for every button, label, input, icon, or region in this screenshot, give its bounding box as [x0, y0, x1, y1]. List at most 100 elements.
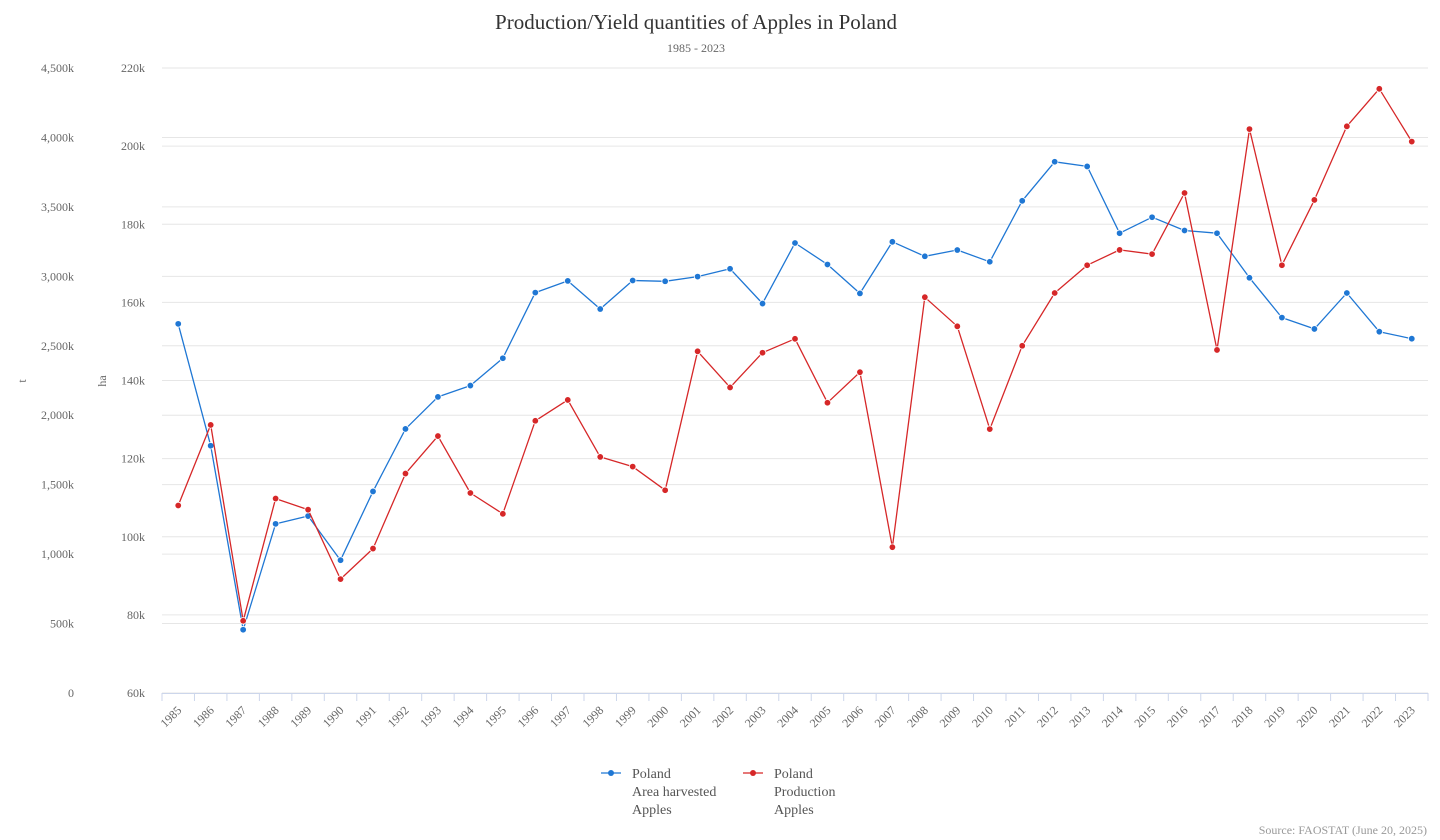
data-point[interactable]	[1343, 289, 1351, 297]
data-point[interactable]	[693, 272, 702, 281]
data-point[interactable]	[823, 399, 832, 407]
data-point[interactable]	[239, 617, 247, 625]
data-point[interactable]	[791, 335, 799, 343]
x-tick-label: 2017	[1196, 703, 1223, 730]
data-point[interactable]	[1213, 346, 1221, 354]
data-point[interactable]	[1018, 197, 1026, 205]
y-tick-label-ha: 160k	[121, 295, 145, 309]
legend-item-production[interactable]: Poland Production Apples	[743, 767, 835, 818]
data-point[interactable]	[953, 322, 962, 331]
x-tick-label: 2006	[839, 703, 866, 730]
data-point[interactable]	[661, 277, 669, 285]
data-point[interactable]	[531, 288, 540, 297]
data-point[interactable]	[206, 421, 215, 429]
x-tick-label: 2022	[1359, 703, 1386, 730]
data-point[interactable]	[434, 432, 442, 440]
x-tick-label: 2000	[644, 703, 671, 730]
x-tick-label: 2003	[742, 703, 769, 730]
data-point[interactable]	[1148, 213, 1156, 221]
data-point[interactable]	[758, 299, 767, 308]
x-tick-label: 1994	[450, 703, 477, 730]
data-point[interactable]	[499, 354, 507, 362]
data-point[interactable]	[466, 489, 475, 497]
data-point[interactable]	[174, 320, 182, 328]
data-point[interactable]	[1050, 158, 1059, 166]
data-point[interactable]	[921, 293, 929, 301]
data-point[interactable]	[1408, 335, 1416, 343]
data-point[interactable]	[953, 246, 962, 254]
data-point[interactable]	[206, 442, 215, 450]
data-point[interactable]	[921, 252, 929, 260]
data-point[interactable]	[336, 575, 345, 583]
data-point[interactable]	[986, 258, 994, 266]
data-point[interactable]	[1115, 246, 1124, 254]
data-point[interactable]	[1343, 122, 1351, 131]
data-point[interactable]	[174, 501, 182, 510]
data-point[interactable]	[401, 425, 410, 433]
y-tick-label-t: 4,500k	[41, 61, 74, 75]
data-point[interactable]	[791, 239, 799, 247]
data-point[interactable]	[1115, 229, 1124, 237]
data-point[interactable]	[434, 393, 442, 401]
data-point[interactable]	[564, 396, 572, 404]
data-point[interactable]	[726, 265, 734, 273]
data-point[interactable]	[304, 505, 312, 514]
data-point[interactable]	[239, 626, 247, 634]
y-tick-label-ha: 220k	[121, 61, 145, 75]
data-point[interactable]	[1083, 162, 1091, 171]
data-point[interactable]	[1245, 274, 1254, 282]
data-point[interactable]	[888, 543, 897, 551]
legend-label-line-2: Production	[774, 785, 835, 800]
data-point[interactable]	[888, 238, 897, 246]
data-point[interactable]	[758, 349, 767, 357]
data-point[interactable]	[856, 368, 864, 376]
y-axis-t: 0 500k 1,000k 1,500k 2,000k 2,500k 3,000k 3,500…	[41, 61, 74, 700]
data-point[interactable]	[1408, 137, 1416, 146]
x-tick-label: 2009	[937, 703, 964, 730]
data-point[interactable]	[596, 453, 604, 461]
data-point[interactable]	[271, 520, 280, 528]
data-point[interactable]	[1083, 261, 1091, 269]
data-point[interactable]	[1180, 189, 1189, 197]
data-point[interactable]	[1245, 125, 1254, 133]
data-point[interactable]	[336, 556, 345, 564]
data-point[interactable]	[726, 383, 734, 392]
data-point[interactable]	[628, 276, 637, 285]
data-point[interactable]	[986, 425, 994, 433]
data-point[interactable]	[1310, 325, 1319, 333]
x-tick-label: 1995	[482, 703, 509, 730]
data-point[interactable]	[1375, 327, 1384, 336]
data-point[interactable]	[1018, 342, 1026, 350]
data-point[interactable]	[1278, 313, 1286, 322]
y-tick-label-ha: 100k	[121, 530, 145, 544]
data-point[interactable]	[499, 510, 507, 518]
data-point[interactable]	[628, 462, 637, 471]
data-point[interactable]	[1310, 196, 1319, 204]
x-tick-label: 1988	[255, 703, 282, 730]
data-point[interactable]	[1213, 229, 1221, 237]
data-point[interactable]	[856, 289, 864, 298]
data-point[interactable]	[271, 494, 280, 503]
data-point[interactable]	[693, 347, 702, 356]
data-point[interactable]	[596, 305, 604, 313]
data-point[interactable]	[1148, 250, 1156, 258]
data-point[interactable]	[531, 417, 540, 425]
data-point[interactable]	[564, 277, 572, 285]
x-tick-label: 1985	[157, 703, 184, 730]
data-point[interactable]	[401, 469, 410, 478]
y-tick-label-ha: 60k	[127, 686, 145, 700]
x-tick-label: 2004	[774, 703, 801, 730]
data-point[interactable]	[823, 260, 832, 269]
data-point[interactable]	[1180, 226, 1189, 235]
legend-item-area-harvested[interactable]: Poland Area harvested Apples	[601, 767, 716, 818]
data-point[interactable]	[369, 487, 377, 496]
series-area-harvested	[174, 158, 1416, 634]
data-point[interactable]	[369, 544, 377, 553]
data-point[interactable]	[1050, 289, 1059, 297]
data-point[interactable]	[466, 381, 475, 390]
y-tick-label-t: 2,000k	[41, 408, 74, 422]
data-point[interactable]	[1278, 261, 1286, 269]
x-tick-label: 1993	[417, 703, 444, 730]
data-point[interactable]	[1375, 85, 1384, 93]
data-point[interactable]	[661, 486, 669, 494]
